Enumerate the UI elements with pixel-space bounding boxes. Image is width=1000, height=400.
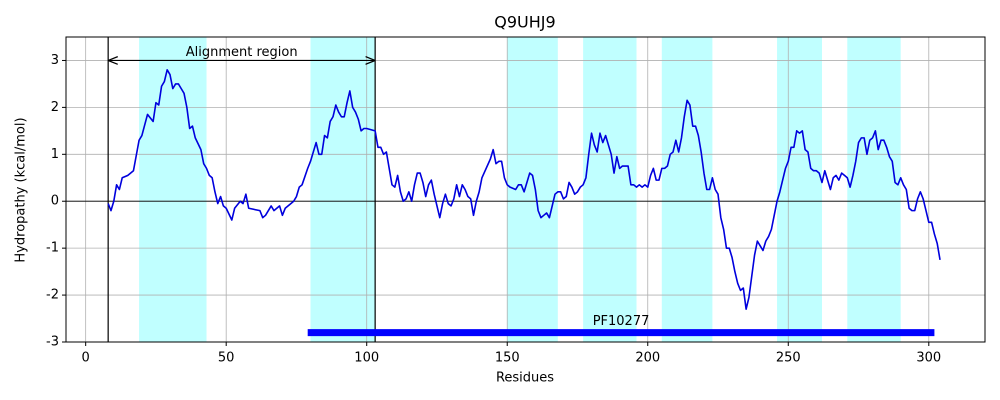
y-tick-label: -2 bbox=[46, 288, 59, 303]
region bbox=[777, 37, 822, 342]
y-tick-label: -3 bbox=[46, 335, 59, 350]
x-tick-label: 150 bbox=[495, 351, 520, 366]
x-tick-label: 100 bbox=[354, 351, 379, 366]
y-tick-label: 2 bbox=[51, 100, 59, 115]
hydropathy-line bbox=[107, 69, 941, 310]
x-tick-label: 50 bbox=[218, 351, 235, 366]
region bbox=[583, 37, 637, 342]
region bbox=[310, 37, 376, 342]
plot-frame bbox=[65, 36, 986, 343]
y-tick-label: 0 bbox=[51, 194, 59, 209]
chart-title: Q9UHJ9 bbox=[494, 13, 555, 32]
x-axis-label: Residues bbox=[496, 371, 554, 386]
x-tick-label: 300 bbox=[916, 351, 941, 366]
y-axis-label: Hydropathy (kcal/mol) bbox=[14, 117, 29, 262]
alignment-label: Alignment region bbox=[186, 45, 298, 60]
x-tick-label: 250 bbox=[776, 351, 801, 366]
region bbox=[139, 37, 207, 342]
region bbox=[661, 37, 713, 342]
y-tick-label: 3 bbox=[51, 53, 59, 68]
y-tick-label: -1 bbox=[46, 241, 59, 256]
y-tick-label: 1 bbox=[51, 147, 59, 162]
region bbox=[847, 37, 901, 342]
domain-label: PF10277 bbox=[593, 314, 650, 329]
x-tick-label: 0 bbox=[82, 351, 90, 366]
x-tick-label: 200 bbox=[635, 351, 660, 366]
